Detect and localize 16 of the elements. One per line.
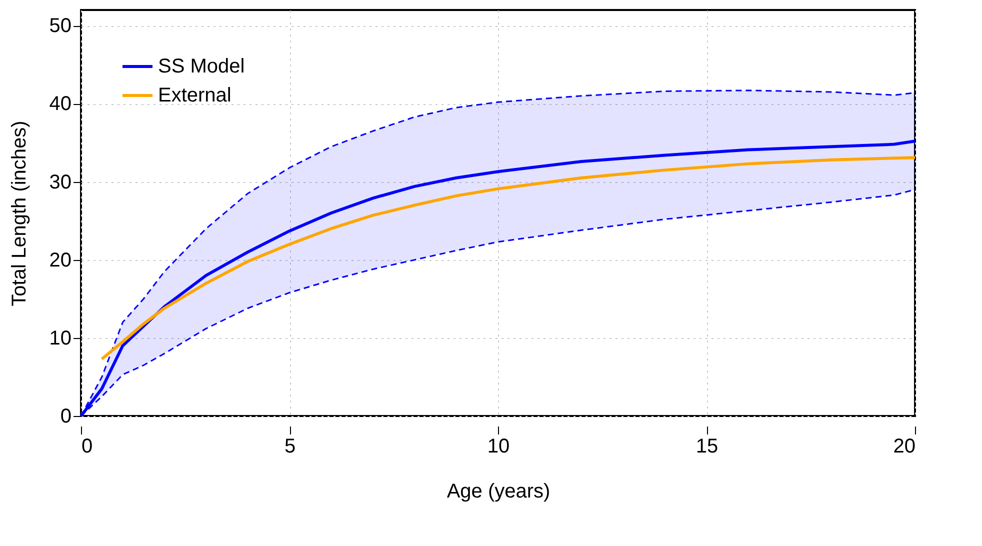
legend-label: SS Model <box>158 56 245 78</box>
y-axis-title: Total Length (inches) <box>8 120 30 306</box>
x-tick-label: 5 <box>284 436 296 458</box>
legend-label: External <box>158 84 232 106</box>
x-axis-title: Age (years) <box>446 480 550 502</box>
x-tick-label: 0 <box>82 436 93 458</box>
x-tick-label: 20 <box>893 436 916 458</box>
y-tick-label: 30 <box>49 171 72 194</box>
y-tick-label: 10 <box>49 327 72 350</box>
x-tick-label: 15 <box>696 436 718 458</box>
y-tick-label: 40 <box>49 93 72 116</box>
x-tick-label: 10 <box>487 436 510 458</box>
y-tick-label: 20 <box>49 249 72 272</box>
y-tick-label: 0 <box>60 406 72 428</box>
y-tick-label: 50 <box>49 15 72 38</box>
line-series <box>100 156 916 361</box>
